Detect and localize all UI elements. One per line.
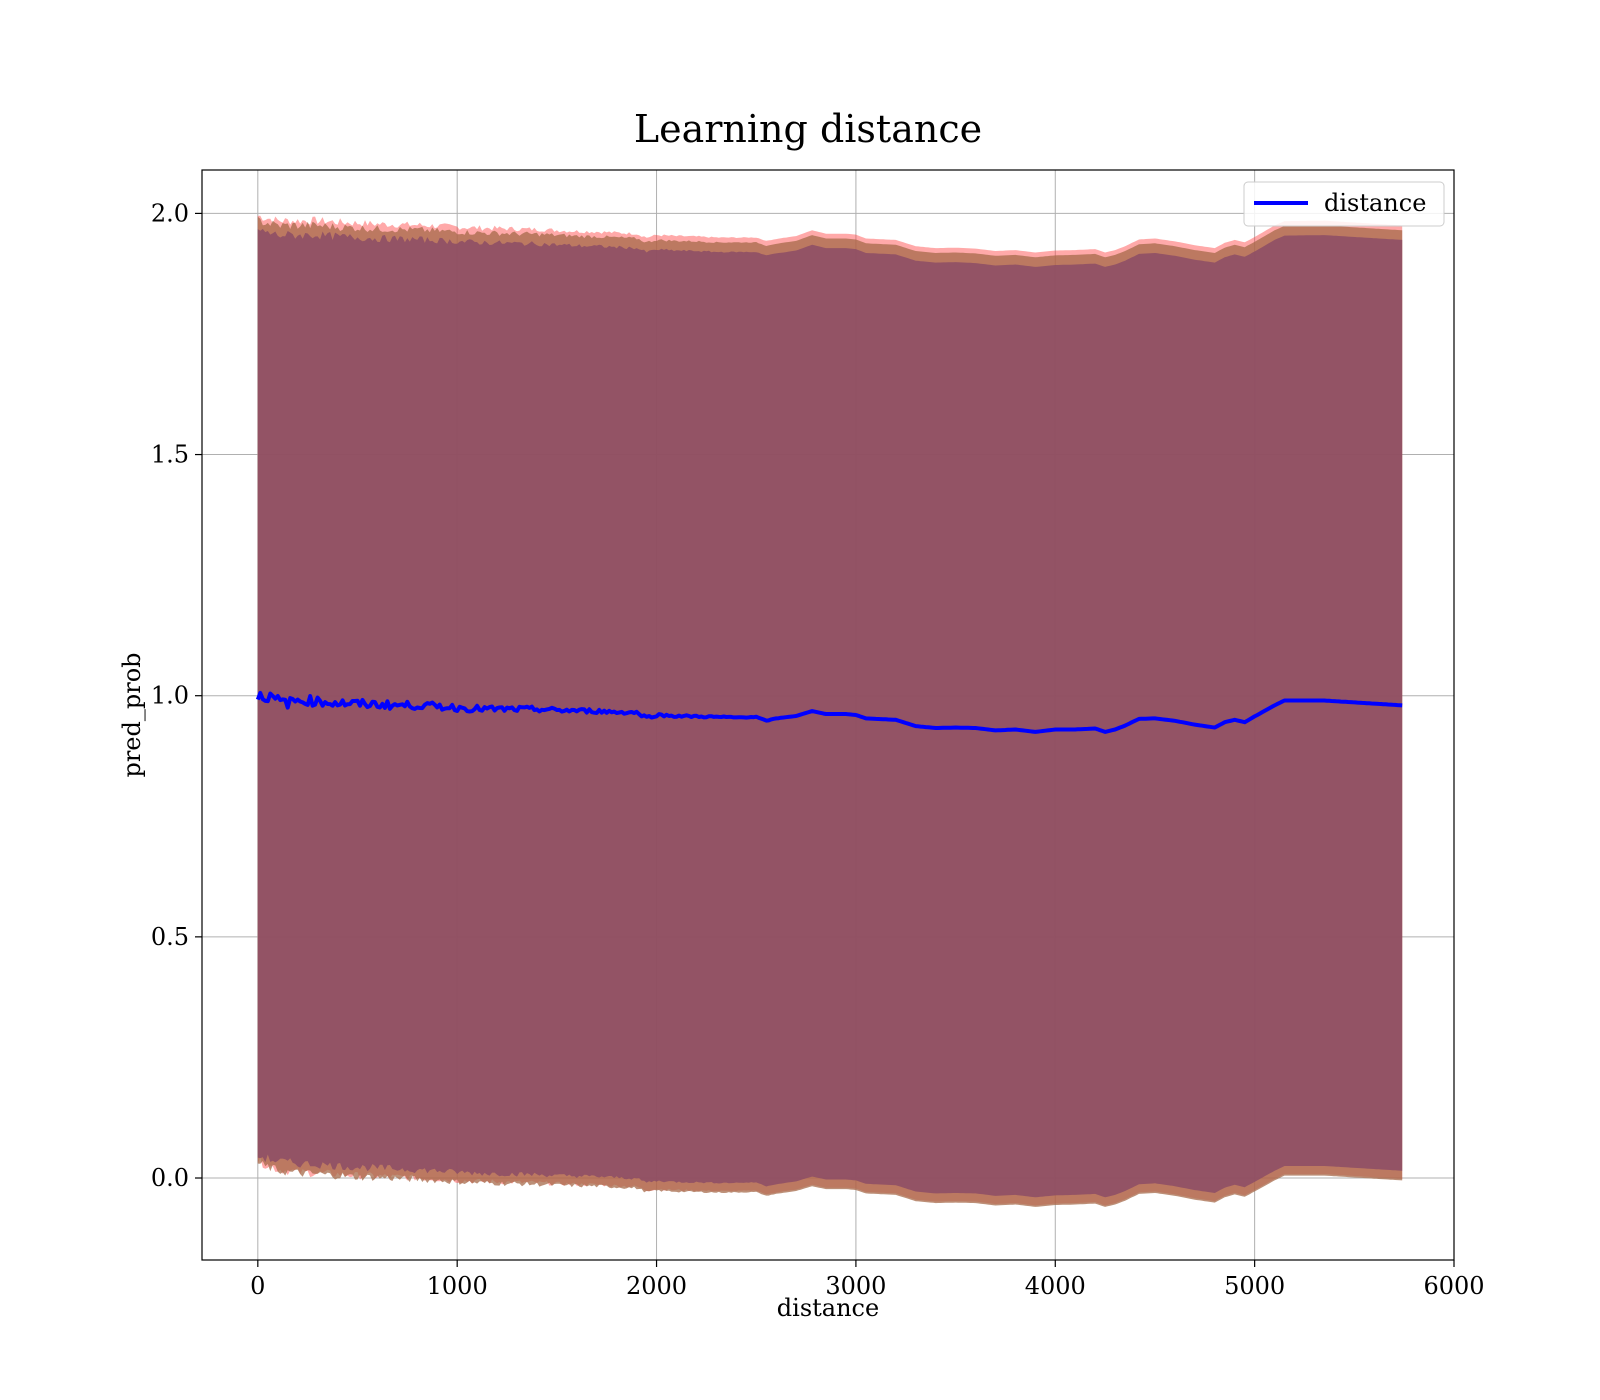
y-tick-label-4: 2.0 [151,199,189,227]
legend-box [1243,181,1445,227]
x-tick-label-3: 3000 [825,1272,886,1300]
legend: distance [1243,181,1445,227]
x-axis-ticks: 0 1000 2000 3000 4000 5000 6000 [250,1260,1485,1300]
y-axis-ticks: 0.0 0.5 1.0 1.5 2.0 [151,199,202,1192]
legend-label-distance: distance [1324,189,1426,217]
series-line-distance [255,691,1403,734]
series-lines [255,691,1403,734]
y-axis-label: pred_prob [118,652,146,777]
chart-title: Learning distance [634,107,982,151]
x-tick-label-0: 0 [250,1272,265,1300]
x-tick-label-2: 2000 [626,1272,687,1300]
y-tick-label-2: 1.0 [151,682,189,710]
plot-frame [201,169,1455,1261]
plot-area [201,169,1455,1261]
y-tick-label-1: 0.5 [151,923,189,951]
x-tick-label-6: 6000 [1423,1272,1484,1300]
y-tick-label-0: 0.0 [151,1164,189,1192]
x-tick-label-4: 4000 [1025,1272,1086,1300]
y-tick-label-3: 1.5 [151,441,189,469]
uncertainty-bands [257,215,1403,1207]
x-tick-label-5: 5000 [1224,1272,1285,1300]
x-axis-label: distance [777,1294,879,1322]
x-tick-label-1: 1000 [427,1272,488,1300]
